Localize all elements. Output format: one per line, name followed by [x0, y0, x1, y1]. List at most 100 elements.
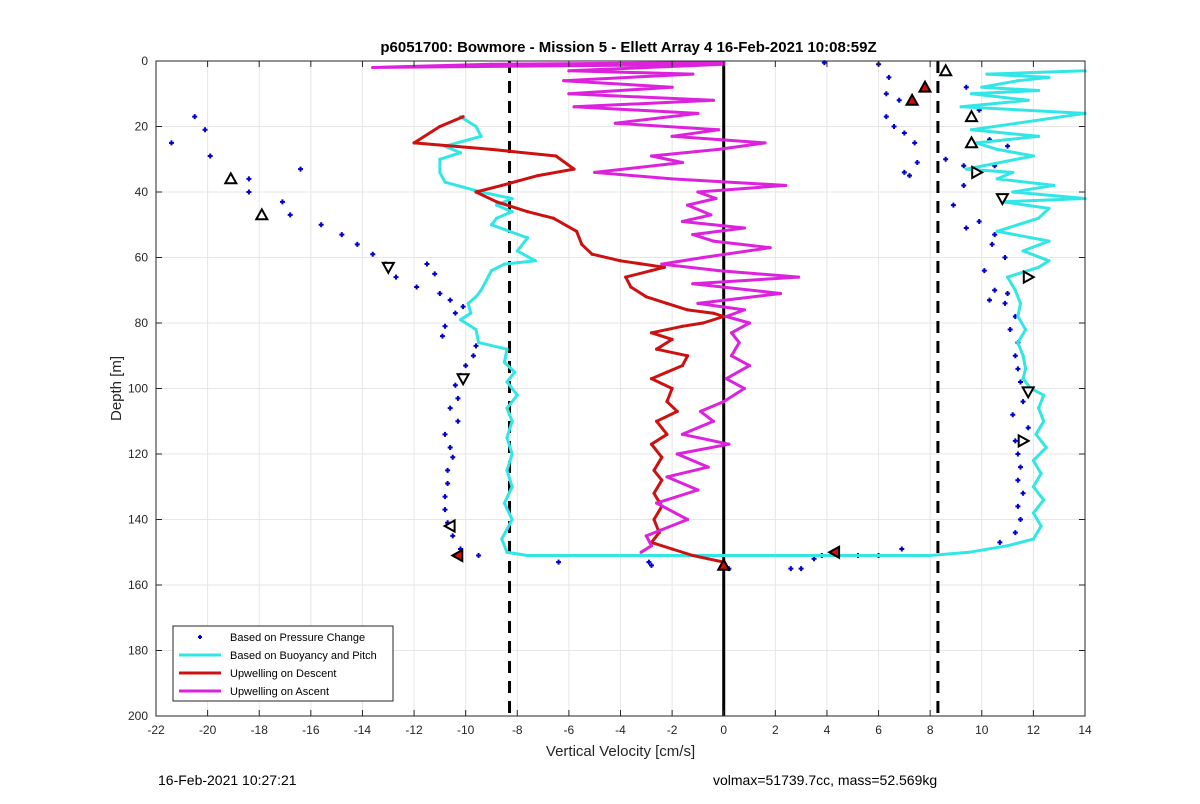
series-point: [502, 501, 506, 505]
series-point: [476, 341, 481, 345]
series-point: [1005, 544, 1010, 548]
y-tick-label: 120: [128, 447, 148, 461]
legend-label: Based on Pressure Change: [230, 632, 365, 644]
pressure-point: [1025, 425, 1031, 431]
y-tick-label: 100: [128, 382, 148, 396]
series-point: [500, 537, 504, 541]
series-point: [510, 485, 514, 489]
pressure-point: [470, 353, 476, 359]
pressure-point: [445, 467, 451, 473]
series-point: [1021, 249, 1025, 253]
series-point: [1047, 239, 1051, 243]
pressure-point: [798, 566, 804, 572]
series-point: [438, 170, 442, 174]
marker-triangle-up: [223, 171, 238, 185]
series-point: [649, 377, 654, 381]
series-point: [706, 465, 710, 469]
series-point: [691, 232, 695, 237]
x-tick-label: -6: [564, 723, 575, 737]
series-layer: [168, 60, 1087, 572]
x-tick-label: 0: [720, 723, 727, 737]
series-point: [706, 557, 710, 561]
series-point: [649, 442, 654, 446]
x-tick-label: 8: [927, 723, 934, 737]
series-point: [1011, 170, 1015, 174]
series-point: [562, 79, 566, 83]
series-point: [722, 400, 726, 404]
series-point: [724, 314, 728, 319]
series-point: [567, 92, 571, 96]
pressure-point: [298, 166, 304, 172]
legend-label: Upwelling on Ascent: [230, 686, 329, 698]
pressure-point: [339, 232, 345, 238]
series-point: [985, 72, 989, 76]
series-point: [709, 213, 713, 217]
pressure-point: [414, 284, 420, 290]
series-point: [551, 216, 556, 220]
series-point: [967, 550, 971, 554]
pressure-point: [202, 127, 208, 133]
series-point: [670, 177, 674, 181]
series-point: [696, 111, 700, 115]
x-axis-label: Vertical Velocity [cm/s]: [546, 743, 695, 760]
series-point: [742, 386, 746, 391]
pressure-point: [1002, 300, 1008, 306]
series-point: [1024, 327, 1028, 332]
series-point: [1036, 265, 1041, 269]
series-point: [784, 183, 788, 188]
series-point: [851, 553, 855, 558]
series-point: [763, 141, 767, 145]
marker-triangle-down: [995, 193, 1010, 207]
marker-triangle-up: [964, 135, 979, 149]
series-point: [1021, 377, 1025, 381]
series-point: [505, 436, 509, 440]
pressure-point: [997, 539, 1003, 545]
series-point: [1034, 432, 1038, 436]
series-point: [722, 314, 726, 319]
pressure-point: [912, 140, 918, 146]
y-tick-label: 160: [128, 578, 148, 592]
pressure-point: [450, 533, 456, 539]
series-point: [629, 285, 633, 289]
legend-item-upwelling-on-ascent: Upwelling on Ascent: [179, 686, 329, 698]
series-point: [479, 134, 483, 138]
series-point: [469, 311, 473, 315]
pressure-point: [992, 232, 998, 238]
series-point: [1036, 134, 1041, 138]
series-point: [680, 160, 685, 165]
series-point: [665, 370, 669, 374]
x-tick-label: 12: [1027, 723, 1041, 737]
legend-item-based-on-buoyancy-and-pitch: Based on Buoyancy and Pitch: [179, 650, 377, 662]
pressure-point: [452, 382, 458, 388]
marker-triangle-up: [904, 92, 920, 106]
pressure-point: [907, 173, 913, 179]
series-point: [466, 301, 470, 305]
series-point: [1013, 288, 1017, 292]
marker-layer: [223, 63, 1036, 571]
series-point: [1042, 393, 1046, 397]
series-point: [502, 360, 506, 364]
series-point: [644, 534, 648, 538]
series-point: [505, 468, 509, 472]
series-point: [778, 291, 783, 296]
series-point: [1018, 301, 1023, 305]
pressure-point: [648, 562, 654, 568]
series-point: [567, 69, 571, 73]
pressure-point: [447, 444, 453, 450]
series-point: [590, 252, 594, 256]
pressure-point: [442, 494, 448, 500]
series-upwelling-on-ascent: [371, 61, 801, 554]
series-point: [716, 128, 721, 132]
series-point: [412, 141, 416, 145]
series-point: [1044, 445, 1048, 450]
series-point: [711, 98, 716, 102]
pressure-point: [950, 202, 956, 208]
series-point: [495, 203, 499, 207]
pressure-point: [891, 124, 897, 129]
pressure-point: [901, 130, 907, 136]
series-point: [675, 409, 679, 414]
pressure-point: [370, 251, 376, 257]
pressure-point: [246, 176, 252, 182]
series-point: [572, 167, 576, 171]
marker-triangle-down: [455, 373, 471, 387]
